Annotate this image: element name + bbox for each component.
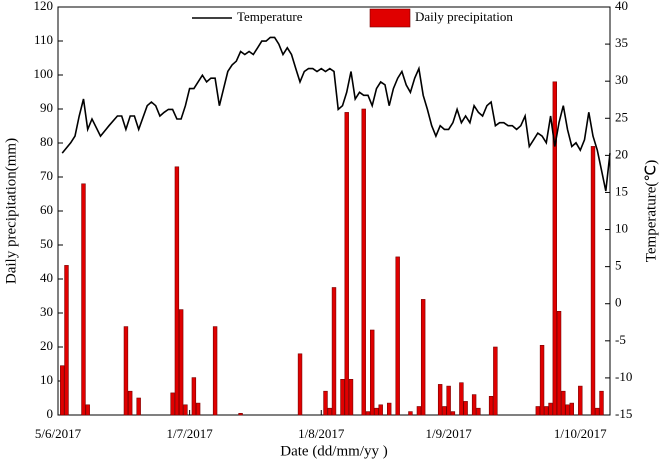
y2-tick-label: 0 [615,295,622,310]
bar [361,108,366,416]
x-tick-label: 1/7/2017 [167,426,214,441]
bar [60,365,65,416]
y-tick-label: 80 [40,134,53,149]
bar [191,377,197,416]
bar [365,411,371,416]
bar [539,344,545,416]
bar [127,390,133,416]
y2-tick-label: 15 [615,183,628,198]
bar [595,407,600,416]
bar [544,406,549,416]
y-tick-label: 50 [40,236,53,251]
bar [599,390,604,416]
bar [569,402,574,416]
y2-tick-label: -15 [615,406,632,421]
x-axis-title: Date (dd/mm/yy ) [280,443,387,459]
bar [344,112,349,416]
bar [437,384,443,416]
bar [348,378,354,416]
bar [548,402,553,416]
bar [123,326,129,416]
y-tick-label: 110 [34,32,53,47]
bar [323,390,328,416]
y2-tick-label: 30 [615,72,628,87]
y-tick-label: 60 [40,202,53,217]
bar [395,256,400,416]
bar [64,265,69,416]
bar [442,406,447,416]
bar [565,404,570,416]
bar [556,310,562,416]
x-tick-label: 1/9/2017 [426,426,473,441]
bar [476,407,481,416]
bar [471,394,477,416]
y-tick-label: 40 [40,270,53,285]
bar [212,326,218,416]
y2-tick-label: 25 [615,109,628,124]
bar [590,146,596,416]
y-axis-title: Daily precipitation(mm) [3,138,19,284]
y-tick-label: 0 [47,406,54,421]
bar [85,404,90,416]
bar [408,411,413,416]
x-tick-label: 1/10/2017 [554,426,607,441]
legend-swatch [369,8,411,28]
bar [578,385,583,416]
y2-tick-label: -10 [615,369,632,384]
y2-axis-title: Temperature(℃) [643,160,659,262]
bar [331,287,337,416]
bar [420,299,426,416]
bar [561,390,566,416]
bar [183,404,188,416]
bar [136,397,141,416]
bar [81,183,86,416]
bar [170,392,175,416]
bar [386,402,392,416]
bar [535,406,541,416]
y-tick-label: 70 [40,168,53,183]
y2-tick-label: 40 [615,0,628,13]
bar [488,395,494,416]
bar [446,385,451,416]
y2-tick-label: 5 [615,258,622,273]
y-tick-label: 30 [40,304,53,319]
bar [459,382,464,416]
bar [416,406,422,416]
y2-tick-label: 35 [615,35,628,50]
y-tick-label: 20 [40,338,53,353]
legend-label: Daily precipitation [415,9,513,24]
bar [552,81,558,416]
y2-tick-label: 20 [615,146,628,161]
bar [195,402,201,416]
bar [238,412,243,416]
y-tick-label: 90 [40,100,53,115]
x-tick-label: 5/6/2017 [35,426,82,441]
bar [463,401,468,416]
bar [493,346,498,416]
temperature-line [61,36,611,192]
bar [174,166,180,416]
bar [327,407,332,416]
bar [450,411,456,416]
y-tick-label: 10 [40,372,53,387]
bar [178,309,184,416]
y-tick-label: 120 [34,0,54,13]
x-tick-label: 1/8/2017 [298,426,345,441]
legend-label: Temperature [237,9,303,24]
y-tick-label: 100 [34,66,54,81]
bar [378,404,383,416]
y2-tick-label: 10 [615,221,628,236]
bar [370,329,375,416]
bar [297,353,303,416]
bar [340,378,345,416]
y2-tick-label: -5 [615,332,626,347]
bar [374,407,379,416]
